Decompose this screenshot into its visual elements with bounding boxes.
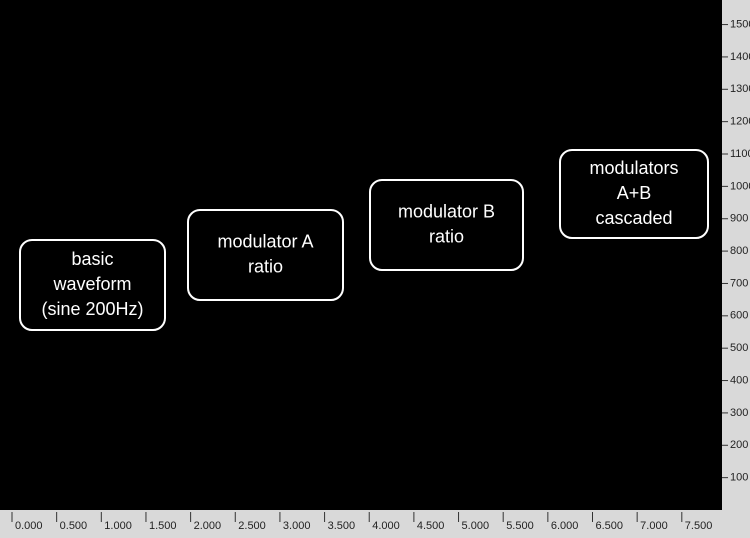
y-tick-label: 1100 [730, 148, 750, 160]
y-tick-label: 1300 [730, 83, 750, 95]
spectrogram-view: 0.000 0.500 1.000 1.500 2.000 2.500 3.000 3.500… [0, 0, 750, 538]
y-tick-label: 200 [730, 439, 748, 451]
x-tick-label: 7.000 [640, 520, 668, 532]
x-tick-label: 0.500 [60, 520, 88, 532]
x-tick-label: 4.500 [417, 520, 445, 532]
x-tick-label: 5.000 [462, 520, 490, 532]
y-tick-label: 300 [730, 407, 748, 419]
y-tick-label: 900 [730, 213, 748, 225]
x-tick-label: 1.000 [104, 520, 132, 532]
annotation-text: waveform [52, 274, 131, 294]
annotation-text: modulators [589, 158, 678, 178]
y-tick-label: 800 [730, 245, 748, 257]
x-tick-label: 3.000 [283, 520, 311, 532]
x-tick-label: 3.500 [328, 520, 356, 532]
x-tick-label: 2.000 [194, 520, 222, 532]
y-tick-label: 1500 [730, 18, 750, 30]
y-tick-label: 1000 [730, 180, 750, 192]
annotation-text: modulator A [217, 231, 313, 251]
x-tick-label: 2.500 [238, 520, 266, 532]
annotation-box [188, 210, 343, 300]
x-tick-label: 5.500 [506, 520, 534, 532]
y-axis-strip [722, 0, 750, 538]
x-tick-label: 0.000 [15, 520, 43, 532]
annotation-text: (sine 200Hz) [41, 299, 143, 319]
x-tick-label: 4.000 [372, 520, 400, 532]
x-tick-label: 6.500 [596, 520, 624, 532]
annotation-text: ratio [248, 256, 283, 276]
y-tick-label: 700 [730, 277, 748, 289]
x-tick-label: 6.000 [551, 520, 579, 532]
y-tick-label: 500 [730, 342, 748, 354]
annotation-text: basic [71, 249, 113, 269]
annotation-box [370, 180, 523, 270]
annotation-text: cascaded [595, 208, 672, 228]
annotation-text: A+B [617, 183, 652, 203]
y-tick-label: 1400 [730, 51, 750, 63]
annotation-text: ratio [429, 226, 464, 246]
y-tick-label: 1200 [730, 116, 750, 128]
annotation-text: modulator B [398, 201, 495, 221]
x-tick-label: 1.500 [149, 520, 177, 532]
y-tick-label: 600 [730, 310, 748, 322]
y-tick-label: 100 [730, 472, 748, 484]
x-tick-label: 7.500 [685, 520, 713, 532]
y-tick-label: 400 [730, 374, 748, 386]
